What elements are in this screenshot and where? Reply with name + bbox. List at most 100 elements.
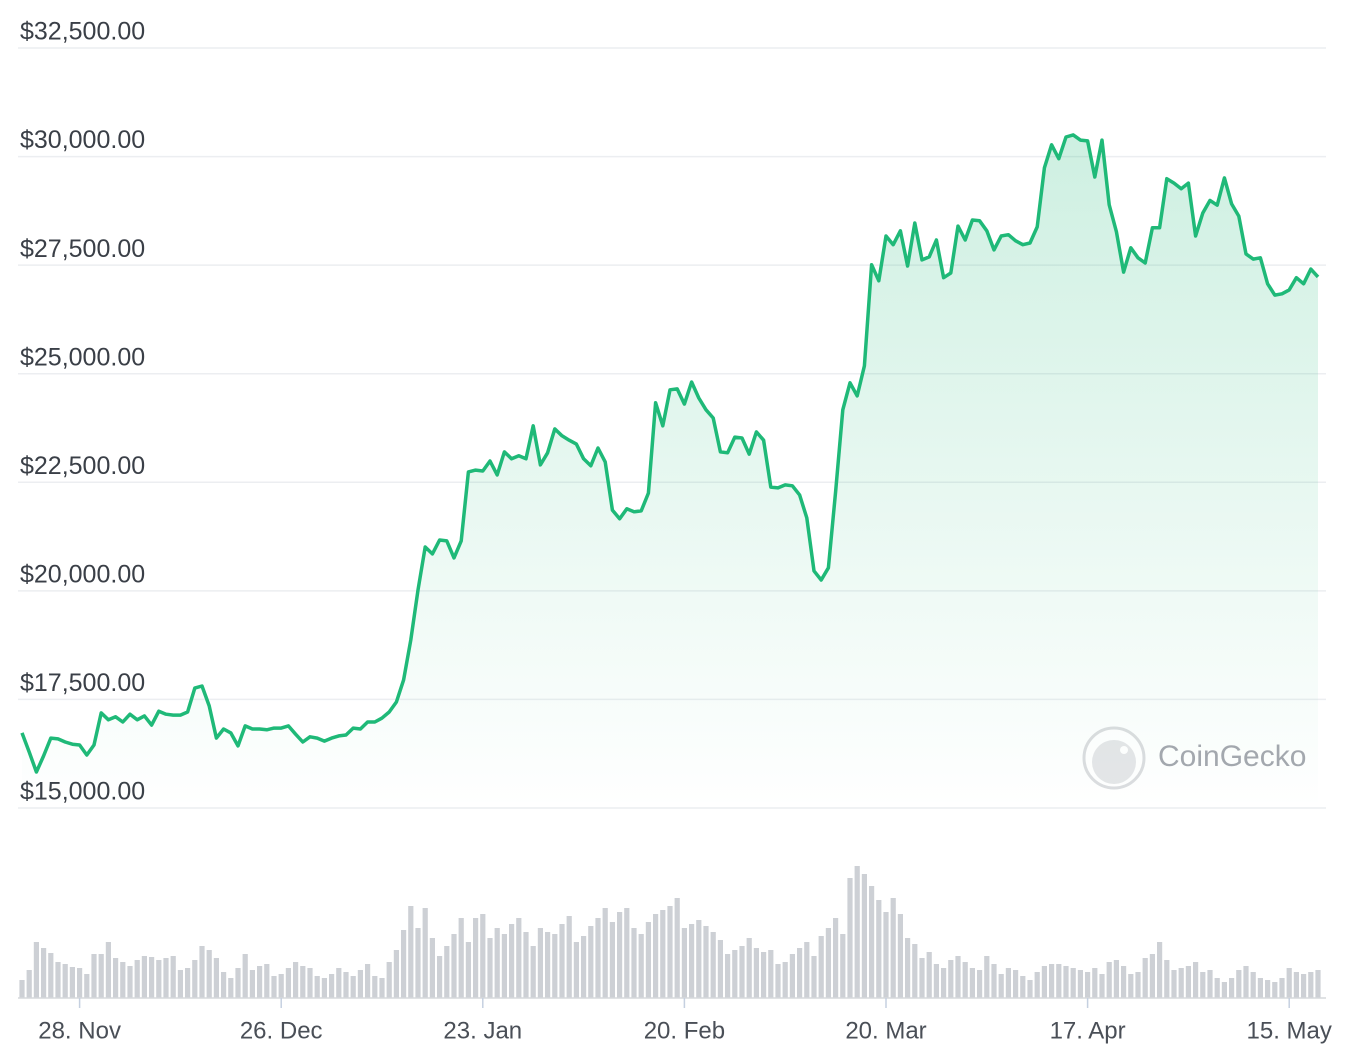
volume-bar <box>357 970 363 998</box>
volume-bar <box>329 974 335 998</box>
volume-bar <box>422 908 428 998</box>
volume-bar <box>1092 968 1098 998</box>
volume-bar <box>1171 970 1177 998</box>
volume-bar <box>948 960 954 998</box>
volume-bar <box>617 912 623 998</box>
volume-bar <box>926 952 932 998</box>
volume-bar <box>365 964 371 998</box>
volume-bar <box>703 926 709 998</box>
volume-bar <box>1034 972 1040 998</box>
x-tick-label: 20. Feb <box>644 1017 725 1044</box>
volume-bar <box>912 944 918 998</box>
volume-bar <box>1308 972 1314 998</box>
volume-bar <box>962 962 968 998</box>
volume-bar <box>321 978 327 998</box>
volume-bar <box>609 922 615 998</box>
volume-bar <box>444 946 450 998</box>
volume-bar <box>1301 974 1307 998</box>
volume-bar <box>509 924 515 998</box>
volume-bar <box>192 960 198 998</box>
volume-bar <box>235 968 241 998</box>
volume-bar <box>487 938 493 998</box>
volume-bar <box>379 978 385 998</box>
volume-bar <box>624 908 630 998</box>
volume-bar <box>350 976 356 998</box>
volume-bar <box>984 956 990 998</box>
volume-bar <box>177 970 183 998</box>
volume-bar <box>746 938 752 998</box>
volume-bar <box>26 970 32 998</box>
watermark: CoinGecko <box>1158 740 1306 773</box>
volume-bar <box>991 964 997 998</box>
volume-bar <box>530 946 536 998</box>
volume-bar <box>91 954 97 998</box>
volume-bar <box>869 886 875 998</box>
volume-bar <box>77 968 83 998</box>
volume-bar <box>105 942 111 998</box>
volume-bar <box>588 926 594 998</box>
volume-bar <box>840 934 846 998</box>
volume-bar <box>681 928 687 998</box>
volume-bar <box>437 956 443 998</box>
volume-bar <box>170 956 176 998</box>
volume-bar <box>1178 968 1184 998</box>
volume-bar <box>1027 980 1033 998</box>
volume-bar <box>372 976 378 998</box>
y-tick-label: $20,000.00 <box>20 560 145 588</box>
volume-bar <box>307 968 313 998</box>
volume-bar <box>1063 966 1069 998</box>
volume-bar <box>213 958 219 998</box>
volume-bar <box>1286 968 1292 998</box>
volume-bar <box>1207 970 1213 998</box>
volume-bar <box>149 957 155 998</box>
volume-bar <box>890 898 896 998</box>
volume-bar <box>833 918 839 998</box>
volume-bar <box>33 942 39 998</box>
y-tick-label: $22,500.00 <box>20 452 145 480</box>
price-line <box>20 133 1320 774</box>
volume-bar <box>847 878 853 998</box>
volume-bar <box>1315 970 1321 998</box>
volume-bar <box>739 946 745 998</box>
x-tick-label: 20. Mar <box>845 1017 926 1044</box>
volume-bar <box>674 898 680 998</box>
volume-bar <box>854 866 860 998</box>
volume-bar <box>1049 964 1055 998</box>
volume-bar <box>933 964 939 998</box>
volume-bar <box>314 976 320 998</box>
y-tick-label: $25,000.00 <box>20 343 145 371</box>
watermark-logo <box>1082 726 1146 790</box>
volume-bar <box>264 964 270 998</box>
volume-bar <box>775 964 781 998</box>
volume-bar <box>343 972 349 998</box>
volume-bar <box>969 968 975 998</box>
volume-bar <box>41 948 47 998</box>
volume-bar <box>98 954 104 998</box>
volume-bar <box>977 970 983 998</box>
volume-bar <box>537 928 543 998</box>
volume-bar <box>48 953 54 998</box>
volume-bar <box>602 908 608 998</box>
volume-bar <box>667 906 673 998</box>
volume-bar <box>221 972 227 998</box>
volume-bar <box>408 906 414 998</box>
volume-bar <box>1013 970 1019 998</box>
volume-bar <box>710 932 716 998</box>
volume-bar <box>696 920 702 998</box>
volume-bar <box>1185 966 1191 998</box>
volume-bar <box>156 960 162 998</box>
volume-bar <box>1128 974 1134 998</box>
volume-bar <box>1243 966 1249 998</box>
volume-bar <box>941 968 947 998</box>
volume-bar <box>1272 982 1278 998</box>
plot: $15,000.00$17,500.00$20,000.00$22,500.00… <box>18 18 1332 1044</box>
volume-bar <box>1279 978 1285 998</box>
volume-bar <box>285 968 291 998</box>
volume-bar <box>660 910 666 998</box>
volume-bar <box>825 928 831 998</box>
volume-bar <box>1157 942 1163 998</box>
volume-bar <box>516 918 522 998</box>
volume-bar <box>653 914 659 998</box>
volume-bar <box>19 980 25 998</box>
